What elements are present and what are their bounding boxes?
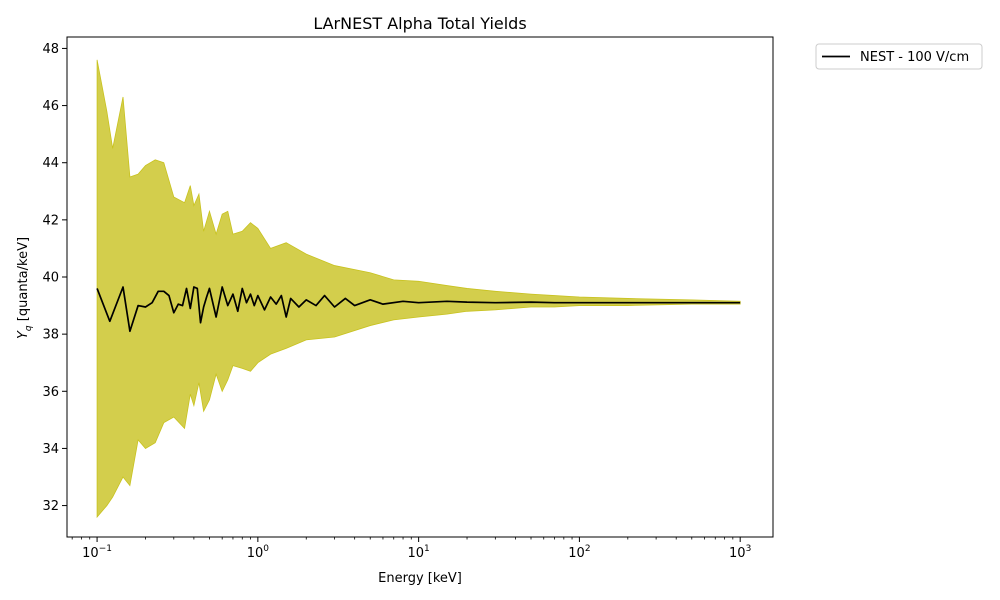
band-area [96, 59, 741, 519]
x-axis-label: Energy [keV] [378, 571, 462, 586]
x-axis: 10−1 100 101 102 103 [71, 537, 751, 561]
y-tick-label: 46 [42, 99, 59, 114]
y-tick-label: 40 [42, 271, 59, 286]
legend-box [815, 43, 983, 70]
y-tick-label: 32 [42, 499, 59, 514]
chart-title: LArNEST Alpha Total Yields [313, 14, 526, 33]
y-axis: 32 34 36 38 40 42 44 46 48 [42, 42, 67, 514]
x-tick-label: 102 [568, 544, 590, 561]
y-tick-label: 44 [42, 156, 59, 171]
y-tick-label: 38 [42, 328, 59, 343]
x-tick-label: 100 [247, 544, 270, 561]
x-tick-label: 103 [729, 544, 751, 561]
uncertainty-band [96, 59, 741, 519]
plot-frame [66, 36, 774, 538]
x-tick-label: 101 [407, 544, 429, 561]
series-line-0 [96, 286, 741, 333]
y-axis-label: Yq [quanta/keV] [16, 237, 34, 339]
series-lines [96, 286, 741, 333]
y-tick-label: 42 [42, 213, 59, 228]
y-tick-label: 34 [42, 442, 59, 457]
legend-label: NEST - 100 V/cm [860, 50, 969, 65]
y-tick-label: 48 [42, 42, 59, 57]
y-tick-label: 36 [42, 385, 59, 400]
x-tick-label: 10−1 [82, 544, 112, 561]
legend: NEST - 100 V/cm [815, 43, 983, 70]
